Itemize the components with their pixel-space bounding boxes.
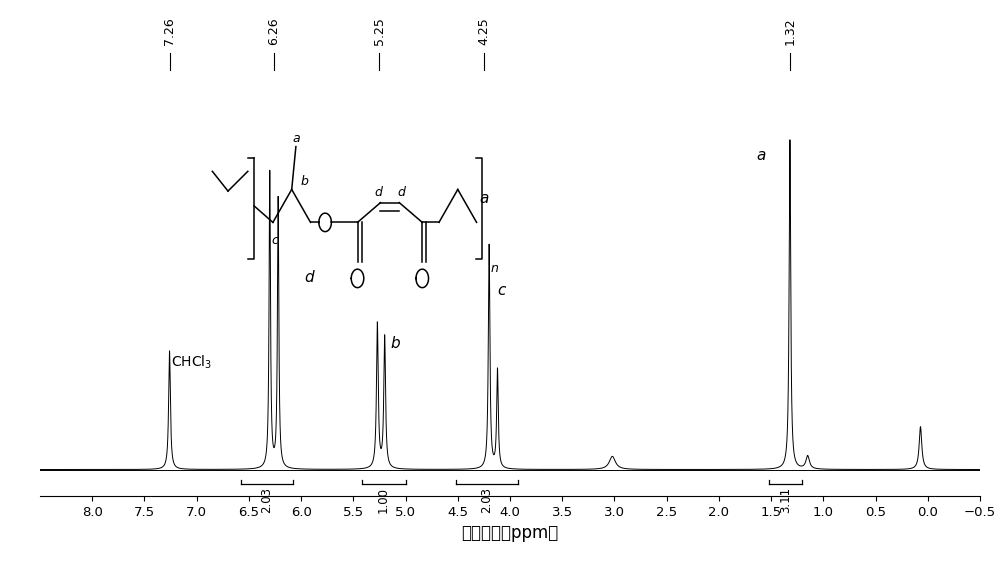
- Text: a: a: [756, 148, 765, 163]
- Text: 2.03: 2.03: [481, 487, 494, 512]
- Text: b: b: [300, 175, 308, 188]
- Text: 1.00: 1.00: [377, 487, 390, 512]
- Text: 3.11: 3.11: [779, 487, 792, 513]
- Text: d: d: [397, 186, 405, 200]
- X-axis label: 化学位移（ppm）: 化学位移（ppm）: [461, 524, 559, 542]
- Text: 4.25: 4.25: [477, 17, 490, 44]
- Text: d: d: [305, 270, 314, 285]
- Text: 5.25: 5.25: [373, 17, 386, 44]
- Text: 2.03: 2.03: [260, 487, 273, 512]
- Text: 1.32: 1.32: [783, 17, 796, 44]
- Text: 7.26: 7.26: [163, 17, 176, 44]
- Text: n: n: [490, 262, 498, 275]
- Text: d: d: [374, 186, 382, 200]
- Text: a: a: [479, 191, 489, 206]
- Text: c: c: [497, 283, 506, 298]
- Text: c: c: [272, 234, 278, 247]
- Text: CHCl$_3$: CHCl$_3$: [171, 353, 212, 370]
- Text: 6.26: 6.26: [267, 17, 280, 44]
- Text: a: a: [292, 132, 300, 145]
- Text: b: b: [390, 336, 400, 351]
